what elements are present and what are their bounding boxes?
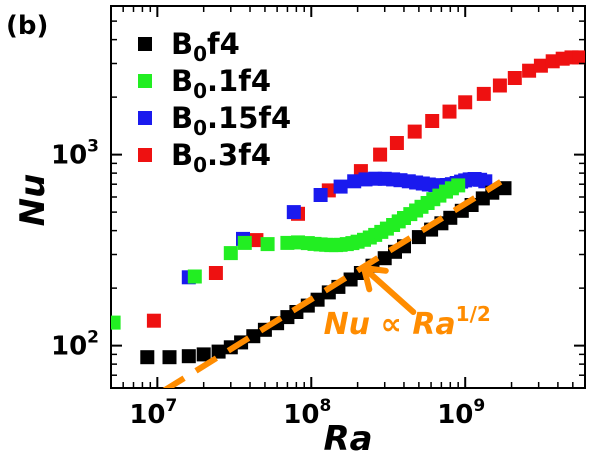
data-point (310, 292, 325, 307)
data-point (211, 344, 226, 359)
ticks-layer: 107 108 109 102 103 (51, 5, 586, 430)
data-point (442, 104, 457, 119)
data-point (286, 205, 301, 220)
data-point (237, 235, 252, 250)
data-point (187, 269, 202, 284)
fit-annotation: Nu ∝ Ra1/2 (162, 179, 503, 388)
data-point (492, 78, 507, 93)
data-point (260, 237, 275, 252)
data-point (507, 71, 522, 85)
plot-area: 107 108 109 102 103 (51, 5, 586, 430)
legend-label: B0.15f4 (171, 101, 291, 140)
data-point (313, 188, 328, 202)
panel-label: (b) (6, 11, 48, 41)
data-point (208, 266, 223, 280)
data-point (443, 210, 458, 225)
data-point (533, 58, 548, 73)
legend-marker (138, 148, 152, 162)
legend-marker (138, 74, 152, 88)
data-point (476, 86, 491, 101)
y-tick-label: 102 (51, 328, 99, 362)
data-point (333, 179, 348, 194)
legend-entry: B0.3f4 (138, 138, 271, 177)
fit-line (162, 179, 503, 388)
data-point (373, 147, 388, 162)
legend-marker (138, 111, 152, 125)
legend-entry: B0.15f4 (138, 101, 291, 140)
data-point (140, 350, 155, 365)
fit-label-exp: 1/2 (456, 302, 491, 326)
fit-arrow-shaft (361, 265, 417, 315)
fit-label: Nu ∝ Ra1/2 (324, 302, 491, 342)
legend-label: B0.3f4 (171, 138, 271, 177)
legend-entry: B0.1f4 (138, 64, 271, 103)
data-point (451, 178, 466, 193)
data-point (280, 235, 295, 250)
fit-label-ra: Ra (412, 307, 455, 342)
fit-arrow-head (361, 265, 389, 293)
data-point (249, 233, 264, 248)
data-point (196, 347, 211, 362)
data-point (458, 95, 473, 110)
fit-label-prop: ∝ (381, 307, 413, 342)
data-point (389, 136, 404, 150)
legend-marker (138, 37, 152, 51)
series-B0.1f4 (111, 178, 466, 330)
data-point (162, 350, 177, 365)
data-point (146, 313, 161, 328)
legend-label: B0f4 (171, 27, 240, 66)
y-tick-label: 103 (51, 137, 99, 171)
data-point (522, 63, 537, 78)
data-point (246, 329, 261, 344)
y-axis-label: Nu (13, 174, 53, 227)
data-point (411, 230, 426, 245)
fit-label-nu: Nu (324, 307, 381, 342)
axis-labels: Ra Nu (13, 174, 373, 459)
data-point (181, 349, 196, 364)
x-tick-label: 109 (437, 396, 485, 430)
data-point (347, 174, 362, 189)
x-tick-label: 108 (283, 396, 331, 430)
legend-label: B0.1f4 (171, 64, 271, 103)
x-axis-label: Ra (323, 419, 372, 459)
x-tick-label: 107 (129, 396, 177, 430)
data-point (407, 124, 422, 139)
data-point (111, 315, 121, 330)
data-point (223, 246, 238, 261)
legend-entry: B0f4 (138, 27, 240, 66)
data-point (572, 50, 585, 65)
data-point (425, 114, 440, 128)
data-point (478, 174, 493, 189)
